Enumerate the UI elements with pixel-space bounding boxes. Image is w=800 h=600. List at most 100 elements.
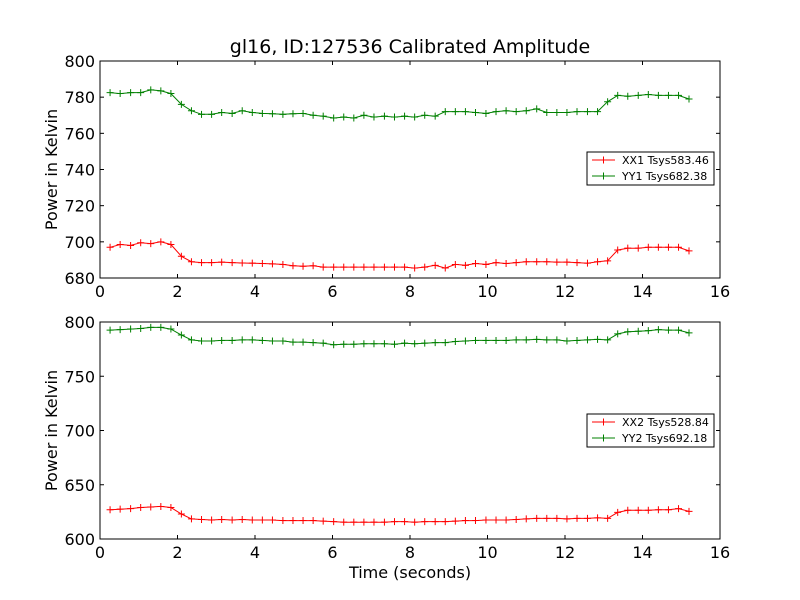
plot-2-series-2-point [309,339,317,347]
plot-2-series-2-point [441,339,449,347]
plot-2-series-1-point [685,507,693,515]
plot-2-series-2-point [512,336,520,344]
plot-1-series-1-point [116,241,124,249]
plot-1-series-1-point [137,239,145,247]
plot-1-series-1-point [471,260,479,268]
plot-1-series-1-point [319,263,327,271]
plot-2-series-2-point [675,326,683,334]
plot-2-series-2-point [258,336,266,344]
plot-2-series-1-point [228,516,236,524]
plot-1-series-2-point [461,108,469,116]
plot-2-series-1-point [644,506,652,514]
plot-1-series-1-point [431,261,439,269]
plot-1-series-1-point [573,259,581,267]
plot-2-series-2-point [583,336,591,344]
plot-2-series-2-line [110,326,690,346]
plot-1-series-1-point [187,258,195,266]
plot-2-series-2-point [319,339,327,347]
plot-1-series-2-point [147,86,155,94]
plot-1-series-2-point [330,114,338,122]
plot-1-series-2 [106,86,693,122]
plot-2-series-1-point [614,508,622,516]
plot-2-series-1-point [461,517,469,525]
plot-2-series-2-point [137,325,145,333]
plot-1-series-1-point [441,264,449,272]
plot-1-series-2-point [391,113,398,121]
plot-2-series-1-point [664,506,672,514]
plot-2-series-1-point [411,518,419,526]
plot-1-series-1-point [502,260,510,268]
plot-1-series-2-point [431,112,439,120]
plot-1-series-2-point [238,107,246,115]
plot-1-xtick-label: 2 [172,282,182,301]
plot-2-series-1-point [624,506,632,514]
plot-1-series-1-point [391,263,398,271]
plot-1-series-1-point [360,263,368,271]
plot-1-series-1-point [675,243,683,251]
plot-2-series-1-point [248,516,256,524]
plot-1-series-1-point [340,263,348,271]
plot-2-series-2-point [208,337,216,345]
plot-1-series-2-point [279,110,287,118]
plot-2-series-2-point [411,340,419,348]
plot-2-series-2-point [370,340,378,348]
plot-2-series-1-point [319,517,327,525]
plot-1-series-2-point [309,111,317,119]
plot-2-xtick-label: 2 [172,543,182,562]
chart-title: gl16, ID:127536 Calibrated Amplitude [230,36,590,58]
plot-1-series-1-point [289,262,297,270]
plot-2-series-1-point [106,506,114,514]
plot-1-series-2-point [218,109,226,117]
plot-1-series-1-point [563,258,571,266]
plot-2-series-2-point [685,329,693,337]
plot-2-series-1-point [583,514,591,522]
plot-2-series-1-point [177,510,185,518]
plot-1-series-2-point [116,90,124,98]
plot-1-ytick-label: 700 [64,233,95,252]
plot-2-xtick-label: 8 [405,543,415,562]
plot-1-xtick-label: 10 [477,282,497,301]
plot-1-xtick-label: 14 [632,282,652,301]
plot-2-series-2-point [492,336,500,344]
plot-2-xtick-label: 4 [250,543,260,562]
plot-2-series-2-point [147,323,155,331]
plot-1-series-1-point [167,241,175,249]
plot-2-series-2-point [654,326,662,334]
plot-1-series-1-point [106,243,114,251]
plot-1-series-1-point [492,259,500,267]
plot-2-ytick-label: 800 [64,313,95,332]
plot-2-series-2-point [360,340,368,348]
plot-1-series-1-point [594,258,602,266]
plot-2-series-2-point [482,336,490,344]
plot-1-series-2-point [502,107,510,115]
plot-1-series-1-point [461,261,469,269]
plot-1-series-2-point [614,91,622,99]
plot-2-series-1-point [451,517,459,525]
plot-1-legend-marker [600,172,607,180]
plot-2-series-1-point [360,518,368,526]
plot-1-ytick-label: 760 [64,124,95,143]
plot-1-legend-label: YY1 Tsys682.38 [621,170,707,183]
plot-1-series-2-point [401,112,409,120]
plot-1-ytick-label: 720 [64,197,95,216]
plot-2-series-2-point [451,338,459,346]
plot-2-legend: XX2 Tsys528.84 YY2 Tsys692.18 [586,413,715,448]
plot-1-series-1-point [370,263,378,271]
plot-2-xtick-label: 14 [632,543,652,562]
plot-2-series-2-point [299,338,307,346]
plot-2-series-1-point [441,518,449,526]
plot-2-series-1-point [634,506,642,514]
plot-2-series-2-point [238,336,246,344]
plot-1-series-1-point [644,243,652,251]
plot-2-series-1-point [268,516,276,524]
plot-1-series-1-point [664,243,672,251]
plot-1-series-2-point [299,109,307,117]
plot-2-series-1-point [502,516,510,524]
plot-2-series-2-point [218,336,226,344]
plot-2-series-1-point [350,518,358,526]
plot-2-ytick-label: 600 [64,530,95,549]
plot-1-ytick-label: 740 [64,161,95,180]
plot-1-series-1-point [533,258,541,266]
plot-2-series-2-point [289,338,297,346]
plot-1-series-1-point [177,252,185,260]
